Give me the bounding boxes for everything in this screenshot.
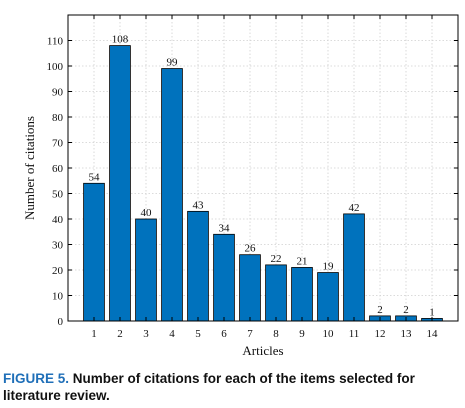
bars <box>83 45 443 322</box>
x-tick-label: 13 <box>401 328 413 340</box>
y-tick-label: 10 <box>52 291 64 303</box>
bar-value-label: 43 <box>193 199 205 211</box>
x-tick-label: 12 <box>375 328 386 340</box>
x-tick-label: 3 <box>143 328 149 340</box>
x-tick-label: 5 <box>195 328 201 340</box>
x-tick-label: 14 <box>427 328 439 340</box>
bar-value-label: 108 <box>112 34 129 46</box>
x-tick-label: 10 <box>323 328 335 340</box>
caption-text: Number of citations for each of the item… <box>3 371 415 403</box>
bar-value-label: 2 <box>403 304 409 316</box>
bar-value-label: 99 <box>167 57 179 69</box>
bar-value-label: 54 <box>89 171 101 183</box>
bar-value-label: 21 <box>297 255 308 267</box>
x-tick-label: 4 <box>169 328 175 340</box>
bar-value-label: 22 <box>271 253 282 265</box>
x-tick-label: 11 <box>349 328 360 340</box>
plot-frame <box>67 14 459 322</box>
x-axis-label: Articles <box>242 343 283 358</box>
y-axis-ticks: 0 10 20 30 40 50 60 70 80 90 100 110 <box>47 36 458 328</box>
bar <box>135 218 157 322</box>
y-tick-label: 20 <box>52 265 64 277</box>
x-tick-label: 8 <box>273 328 279 340</box>
bar-value-label: 1 <box>429 306 435 318</box>
x-tick-label: 2 <box>117 328 123 340</box>
x-tick-label: 6 <box>221 328 227 340</box>
bar-value-label: 40 <box>141 207 153 219</box>
x-tick-label: 9 <box>299 328 305 340</box>
bar <box>187 210 209 322</box>
x-axis-ticks: 1 2 3 4 5 6 7 8 9 10 11 12 13 14 <box>91 15 438 340</box>
y-tick-label: 90 <box>52 87 64 99</box>
y-tick-label: 80 <box>52 112 64 124</box>
figure-number: FIGURE 5. <box>3 371 70 386</box>
x-tick-label: 7 <box>247 328 253 340</box>
y-tick-label: 30 <box>52 240 64 252</box>
figure-caption: FIGURE 5. Number of citations for each o… <box>3 370 458 404</box>
bar <box>161 68 183 322</box>
y-tick-label: 50 <box>52 189 64 201</box>
bar <box>291 267 313 322</box>
y-axis-label: Number of citations <box>22 116 37 220</box>
bar-value-label: 26 <box>245 243 257 255</box>
bar-value-label: 19 <box>323 261 335 273</box>
y-tick-label: 70 <box>52 138 64 150</box>
bar <box>109 45 131 322</box>
y-tick-label: 100 <box>47 61 64 73</box>
bar <box>343 213 365 322</box>
y-tick-label: 110 <box>47 36 64 48</box>
bar <box>317 272 339 322</box>
y-tick-label: 40 <box>52 214 64 226</box>
bar-value-label: 34 <box>219 222 231 234</box>
bar <box>83 182 105 322</box>
y-tick-label: 0 <box>58 316 64 328</box>
bar <box>265 264 287 322</box>
bar-value-label: 42 <box>349 202 360 214</box>
bar <box>213 233 235 322</box>
bar-value-label: 2 <box>377 304 383 316</box>
y-tick-label: 60 <box>52 163 64 175</box>
bar <box>239 254 261 322</box>
x-tick-label: 1 <box>91 328 97 340</box>
